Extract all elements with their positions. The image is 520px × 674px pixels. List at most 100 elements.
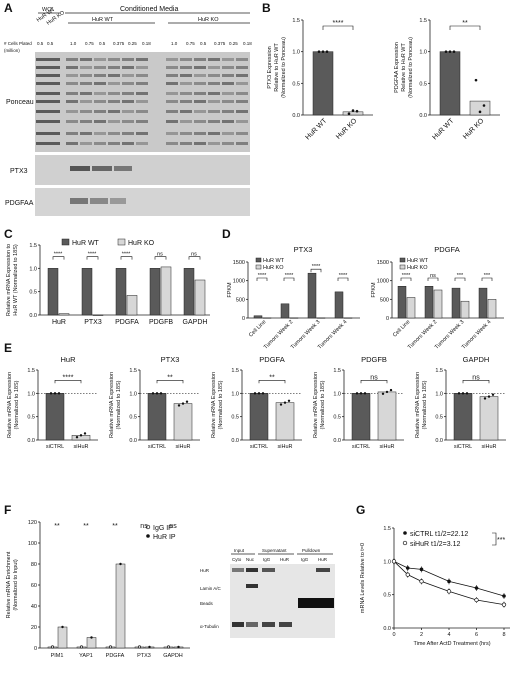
ponceau-band: [236, 92, 248, 95]
ponceau-band: [136, 82, 148, 85]
panel-e-point: [261, 392, 265, 395]
ponceau-band: [236, 82, 248, 85]
panel-e-point: [49, 392, 53, 395]
panel-e-point: [159, 392, 163, 395]
ponceau-band: [108, 100, 120, 103]
ponceau-band: [66, 132, 78, 135]
ponceau-band: [136, 66, 148, 69]
panel-e-point: [79, 434, 83, 437]
panel-c-sig-label: ****: [54, 252, 63, 258]
ponceau-band: [66, 66, 78, 69]
panel-c-bar: [58, 313, 70, 316]
ponceau-band: [136, 58, 148, 61]
panel-g-point: [419, 579, 424, 584]
panel-c-y-tick-label: 1.5: [29, 243, 37, 249]
panel-d-bar: [406, 297, 416, 319]
panel-e-x-label: siCTRL: [46, 444, 64, 450]
f-blot-lane-igg1: IgG: [263, 557, 271, 562]
ponceau-band: [80, 132, 92, 135]
panel-e-bar: [173, 403, 193, 441]
ponceau-band: [208, 74, 220, 77]
panel-c-sig-bracket: [52, 256, 65, 260]
ponceau-band: [166, 132, 178, 135]
ponceau-band: [66, 58, 78, 61]
panel-e-y-tick-label: 0.0: [231, 438, 239, 444]
panel-b-point: [351, 109, 355, 112]
panel-d-bar: [478, 287, 488, 319]
panel-d-legend-swatch-ko: [255, 264, 262, 270]
panel-b-point: [317, 50, 321, 53]
ponceau-band: [80, 92, 92, 95]
panel-g-point: [474, 586, 479, 590]
panel-c-x-label: PTX3: [84, 319, 102, 326]
panel-f-x-label: YAP1: [79, 653, 93, 659]
panel-c-ylabel: Relative mRNA Expression to: [6, 244, 12, 316]
panel-g-point: [502, 594, 506, 598]
ponceau-band: [122, 142, 134, 145]
panel-c-sig-label: ****: [88, 252, 97, 258]
ponceau-band: [166, 110, 178, 113]
panel-e-point: [53, 392, 57, 395]
panel-c-sig-label: ns: [191, 252, 197, 258]
panel-g-sig-bracket: [492, 532, 497, 546]
panel-e-sig-bracket: [54, 379, 82, 384]
panel-e-y-tick-label: 0.0: [27, 438, 35, 444]
panel-e-point: [363, 392, 367, 395]
panel-c-legend-wt: HuR WT: [72, 240, 100, 247]
panel-e-sig-bracket: [462, 379, 490, 384]
panel-b-x-label: HuR KO: [335, 117, 359, 141]
panel-f-point: [61, 625, 64, 629]
panel-g-point: [447, 579, 451, 584]
panel-f-legend-swatch-hur: [146, 534, 150, 538]
panel-e-point: [155, 392, 159, 395]
ponceau-band: [80, 82, 92, 85]
panel-c-bar: [47, 268, 59, 316]
panel-b-point: [474, 78, 478, 82]
panel-e-point: [491, 393, 495, 396]
cells-plated-value: 0.5: [99, 41, 106, 46]
panel-e-point: [487, 395, 491, 398]
panel-e-point: [389, 388, 393, 392]
panel-b-ylabel: (Normalized to Ponceau): [281, 37, 287, 98]
panel-d-legend-ko: HuR KO: [407, 265, 428, 271]
ponceau-band: [94, 100, 106, 103]
panel-f-sig-label: **: [54, 523, 60, 530]
ptx3-blot: [35, 155, 250, 185]
ponceau-band: [48, 110, 60, 113]
ponceau-band: [48, 100, 60, 103]
panel-a-cm-header: Conditioned Media: [120, 6, 178, 13]
panel-f-point: [50, 645, 55, 649]
ptx3-band-1: [70, 166, 90, 171]
panel-f-y-tick-label: 100: [28, 541, 37, 547]
panel-g-point: [501, 602, 507, 607]
panel-b-ylabel: (Normalized to Ponceau): [408, 37, 414, 98]
panel-g-legend-hur: siHuR t1/2=3.12: [410, 541, 460, 548]
panel-d-x-label: Tumors Week 4: [317, 319, 348, 350]
panel-d-sig-bracket: [400, 277, 412, 281]
panel-d-sig-bracket: [454, 277, 466, 281]
panel-f-letter: F: [4, 503, 11, 517]
ponceau-band: [222, 120, 234, 123]
panel-e-point: [359, 392, 363, 395]
pdgfaa-band-3: [110, 198, 126, 204]
ponceau-band: [180, 110, 192, 113]
ponceau-band: [194, 100, 206, 103]
ponceau-band: [80, 142, 92, 145]
panel-d-y-tick-label: 500: [236, 297, 245, 303]
panel-g-x-tick-label: 0: [392, 632, 395, 638]
ponceau-band: [236, 120, 248, 123]
ponceau-band: [108, 92, 120, 95]
ponceau-band: [80, 100, 92, 103]
ponceau-band: [136, 92, 148, 95]
ponceau-band: [48, 74, 60, 77]
panel-c-x-label: HuR: [52, 319, 66, 326]
ponceau-band: [48, 82, 60, 85]
panel-g-y-tick-label: 1.5: [383, 526, 391, 532]
panel-e-y-tick-label: 0.5: [231, 415, 239, 421]
panel-d-bar: [334, 291, 344, 319]
panel-g-y-tick-label: 0.0: [383, 626, 391, 632]
f-blot-band: [232, 568, 244, 572]
ponceau-band: [208, 142, 220, 145]
